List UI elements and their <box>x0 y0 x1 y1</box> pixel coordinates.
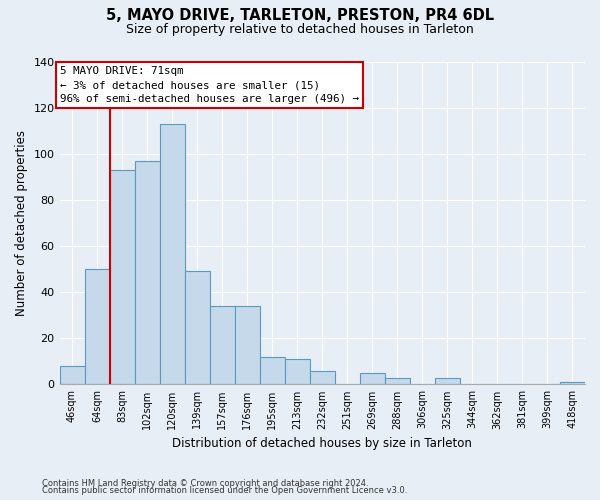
Bar <box>209 306 235 384</box>
Bar <box>360 373 385 384</box>
Bar <box>235 306 260 384</box>
Bar <box>310 370 335 384</box>
Text: 5 MAYO DRIVE: 71sqm
← 3% of detached houses are smaller (15)
96% of semi-detache: 5 MAYO DRIVE: 71sqm ← 3% of detached hou… <box>60 66 359 104</box>
Bar <box>285 359 310 384</box>
Text: 5, MAYO DRIVE, TARLETON, PRESTON, PR4 6DL: 5, MAYO DRIVE, TARLETON, PRESTON, PR4 6D… <box>106 8 494 22</box>
Bar <box>110 170 134 384</box>
Text: Contains public sector information licensed under the Open Government Licence v3: Contains public sector information licen… <box>42 486 407 495</box>
Bar <box>59 366 85 384</box>
Bar <box>134 160 160 384</box>
Text: Contains HM Land Registry data © Crown copyright and database right 2024.: Contains HM Land Registry data © Crown c… <box>42 478 368 488</box>
Text: Size of property relative to detached houses in Tarleton: Size of property relative to detached ho… <box>126 22 474 36</box>
Bar <box>560 382 585 384</box>
X-axis label: Distribution of detached houses by size in Tarleton: Distribution of detached houses by size … <box>172 437 472 450</box>
Bar <box>385 378 410 384</box>
Bar <box>185 272 209 384</box>
Y-axis label: Number of detached properties: Number of detached properties <box>15 130 28 316</box>
Bar <box>435 378 460 384</box>
Bar <box>260 357 285 384</box>
Bar <box>85 269 110 384</box>
Bar <box>160 124 185 384</box>
